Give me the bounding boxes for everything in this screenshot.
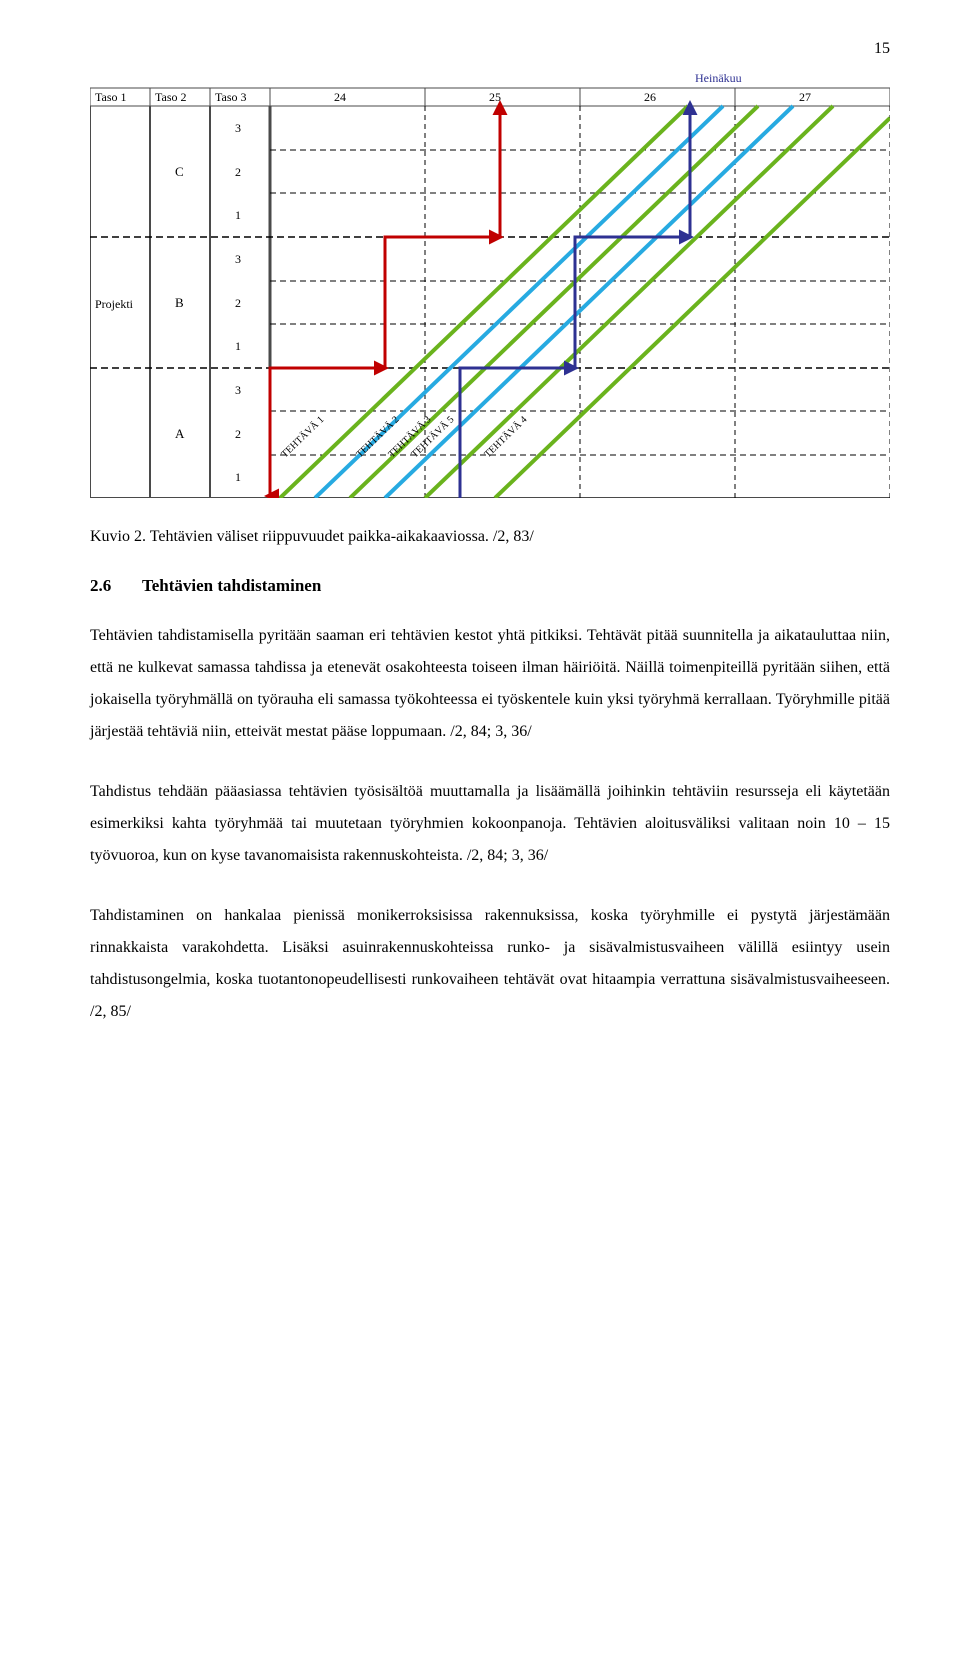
group-C: C xyxy=(175,164,184,179)
week-26: 26 xyxy=(644,90,656,104)
projekti-label: Projekti xyxy=(95,297,134,311)
col-header-3: Taso 3 xyxy=(215,90,247,104)
col-header-1: Taso 1 xyxy=(95,90,127,104)
row-c2: 2 xyxy=(235,165,241,179)
figure-caption: Kuvio 2. Tehtävien väliset riippuvuudet … xyxy=(90,528,890,546)
row-c3: 3 xyxy=(235,121,241,135)
row-b1: 1 xyxy=(235,339,241,353)
section-title: Tehtävien tahdistaminen xyxy=(142,576,321,595)
week-25: 25 xyxy=(489,90,501,104)
section-number: 2.6 xyxy=(90,576,138,596)
row-c1: 1 xyxy=(235,208,241,222)
figure-line-of-balance: Taso 1 Taso 2 Taso 3 24 25 26 27 Heinäku… xyxy=(90,68,890,498)
row-b2: 2 xyxy=(235,296,241,310)
group-A: A xyxy=(175,426,185,441)
row-a1: 1 xyxy=(235,470,241,484)
section-heading: 2.6 Tehtävien tahdistaminen xyxy=(90,576,890,596)
paragraph-3: Tahdistaminen on hankalaa pienissä monik… xyxy=(90,900,890,1028)
group-B: B xyxy=(175,295,184,310)
week-27: 27 xyxy=(799,90,811,104)
paragraph-1: Tehtävien tahdistamisella pyritään saama… xyxy=(90,620,890,748)
week-24: 24 xyxy=(334,90,346,104)
month-label: Heinäkuu xyxy=(695,71,742,85)
row-a2: 2 xyxy=(235,427,241,441)
row-b3: 3 xyxy=(235,252,241,266)
col-header-2: Taso 2 xyxy=(155,90,187,104)
page-number: 15 xyxy=(90,40,890,58)
paragraph-2: Tahdistus tehdään pääasiassa tehtävien t… xyxy=(90,776,890,872)
row-a3: 3 xyxy=(235,383,241,397)
